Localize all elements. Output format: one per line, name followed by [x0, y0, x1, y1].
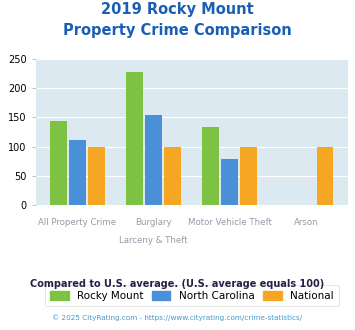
- Bar: [222, 159, 238, 205]
- Text: Burglary: Burglary: [135, 218, 172, 227]
- Bar: [317, 147, 333, 205]
- Bar: [126, 72, 143, 205]
- Text: Larceny & Theft: Larceny & Theft: [119, 236, 188, 245]
- Text: Motor Vehicle Theft: Motor Vehicle Theft: [188, 218, 272, 227]
- Bar: [164, 147, 181, 205]
- Text: Arson: Arson: [294, 218, 318, 227]
- Bar: [202, 127, 219, 205]
- Bar: [145, 115, 162, 205]
- Text: Property Crime Comparison: Property Crime Comparison: [63, 23, 292, 38]
- Text: Compared to U.S. average. (U.S. average equals 100): Compared to U.S. average. (U.S. average …: [31, 279, 324, 289]
- Bar: [88, 147, 105, 205]
- Legend: Rocky Mount, North Carolina, National: Rocky Mount, North Carolina, National: [45, 285, 339, 306]
- Text: All Property Crime: All Property Crime: [38, 218, 116, 227]
- Bar: [50, 121, 67, 205]
- Text: © 2025 CityRating.com - https://www.cityrating.com/crime-statistics/: © 2025 CityRating.com - https://www.city…: [53, 314, 302, 321]
- Bar: [240, 147, 257, 205]
- Bar: [69, 140, 86, 205]
- Text: 2019 Rocky Mount: 2019 Rocky Mount: [101, 2, 254, 16]
